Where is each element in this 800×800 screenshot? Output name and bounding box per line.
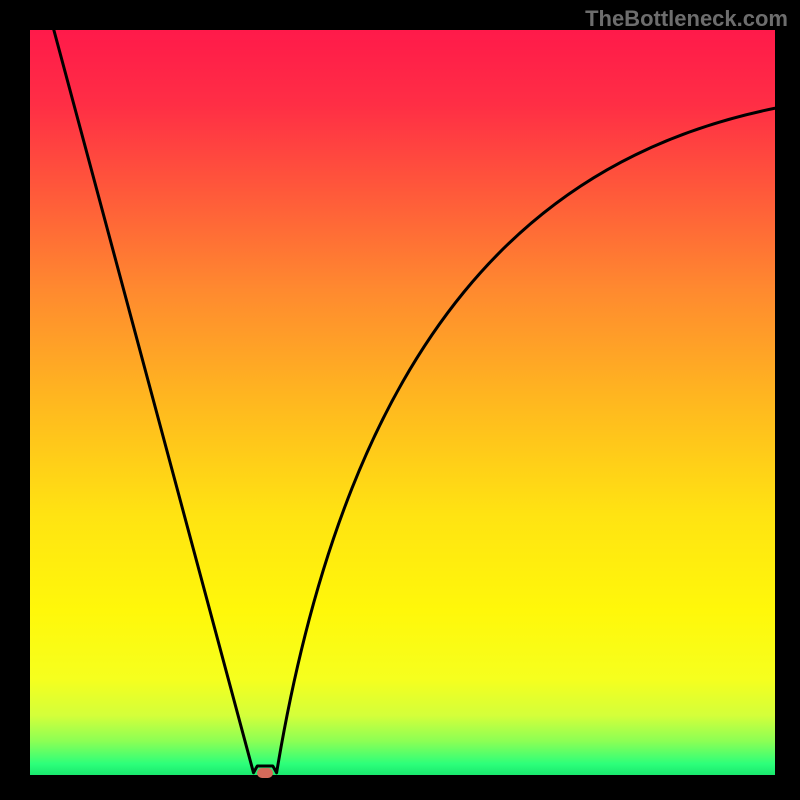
plot-area [30,30,775,775]
curve-layer [30,30,775,775]
optimum-marker [257,768,273,778]
bottleneck-curve [54,30,775,773]
chart-container: TheBottleneck.com [0,0,800,800]
watermark-text: TheBottleneck.com [585,6,788,32]
